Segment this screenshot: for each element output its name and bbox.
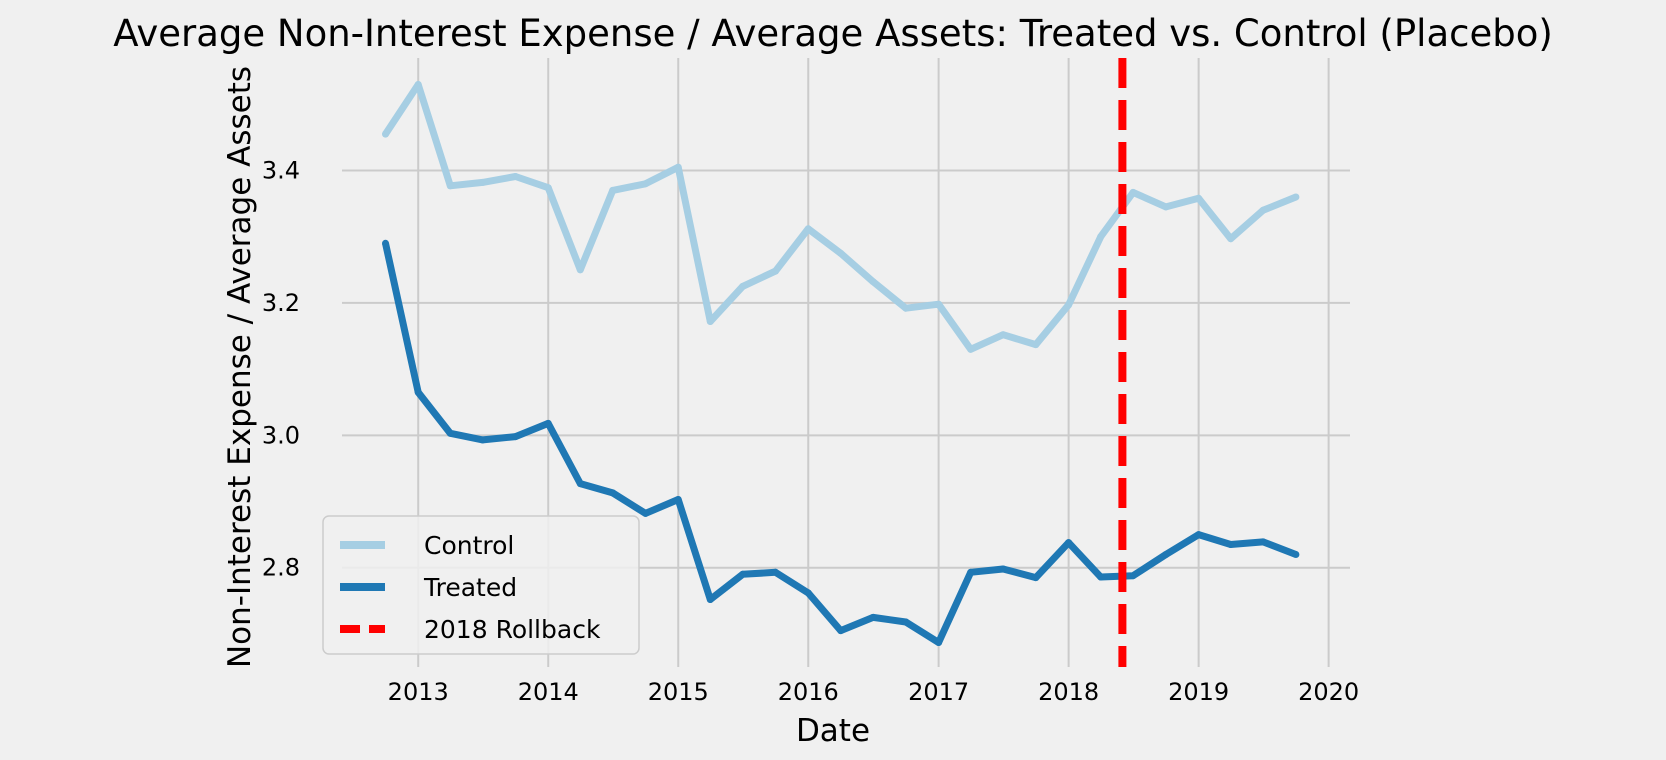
data-point-control [609,186,617,194]
data-point-treated [999,565,1007,573]
data-point-treated [935,639,943,646]
data-point-treated [772,568,779,576]
data-point-control [967,345,975,353]
legend-label: 2018 Rollback [424,615,601,644]
data-point-treated [1097,573,1105,581]
y-axis-label: Non-Interest Expense / Average Assets [222,66,258,668]
x-tick-label: 2017 [908,678,969,706]
grid [342,58,1350,667]
y-tick-label: 2.8 [262,554,300,582]
data-point-control [869,278,877,286]
data-point-control [414,81,422,88]
data-point-control [999,331,1007,339]
data-point-treated [512,433,519,441]
data-point-treated [1227,541,1235,548]
data-point-treated [706,596,714,603]
data-point-control [446,182,454,190]
data-point-treated [414,388,422,396]
data-point-treated [642,509,649,517]
data-point-control [1259,206,1267,214]
legend: Control Treated 2018 Rollback [322,515,640,655]
data-point-control [804,225,812,233]
data-point-control [479,178,487,186]
x-tick-label: 2019 [1168,678,1229,706]
data-point-treated [1032,574,1040,582]
data-point-treated [446,429,454,437]
data-point-treated [1129,572,1137,580]
data-point-control [544,184,552,192]
data-point-control [1032,341,1040,349]
x-tick-label: 2018 [1038,678,1099,706]
data-point-treated [1162,551,1170,558]
tick-labels: 2013 2014 2015 2016 2017 2018 2019 2020 2.8 3.0 3.… [262,157,1359,706]
data-point-treated [1065,539,1073,547]
data-point-treated [674,496,682,503]
data-point-control [772,267,779,275]
data-point-control [935,300,943,308]
data-point-treated [1259,538,1267,546]
data-point-treated [1195,531,1203,539]
data-point-control [706,318,714,325]
y-tick-label: 3.2 [262,289,300,317]
data-point-treated [739,570,747,578]
data-point-control [1129,188,1137,196]
data-point-treated [869,613,877,621]
data-point-control [1162,203,1170,211]
data-point-treated [609,489,617,497]
data-point-control [382,130,389,138]
data-point-control [1227,235,1235,243]
y-tick-label: 3.4 [262,157,300,185]
chart-title: Average Non-Interest Expense / Average A… [113,12,1553,55]
data-point-control [1195,194,1203,202]
data-point-treated [837,627,845,635]
data-point-control [902,304,910,312]
data-point-treated [1292,551,1300,558]
data-point-treated [576,480,584,488]
legend-frame [322,515,640,655]
data-point-control [642,180,649,188]
data-point-treated [544,419,552,427]
data-point-treated [902,618,910,626]
series-line-control [382,81,1298,353]
data-point-treated [479,436,487,444]
data-point-treated [967,568,975,576]
data-point-control [1292,193,1300,201]
series-layer [382,81,1300,646]
data-point-control [1097,233,1105,241]
x-tick-label: 2020 [1298,678,1359,706]
x-tick-label: 2013 [388,678,449,706]
data-point-control [576,266,584,274]
data-point-control [739,282,747,290]
data-point-control [674,163,682,171]
legend-label: Treated [423,573,517,602]
data-point-control [837,249,845,257]
x-tick-label: 2016 [778,678,839,706]
y-tick-label: 3.0 [262,421,300,449]
legend-label: Control [424,531,514,560]
data-point-control [1065,301,1073,309]
x-axis-label: Date [796,713,870,749]
x-tick-label: 2014 [518,678,579,706]
x-tick-label: 2015 [648,678,709,706]
data-point-treated [382,239,389,247]
data-point-control [512,173,519,180]
data-point-treated [804,589,812,597]
